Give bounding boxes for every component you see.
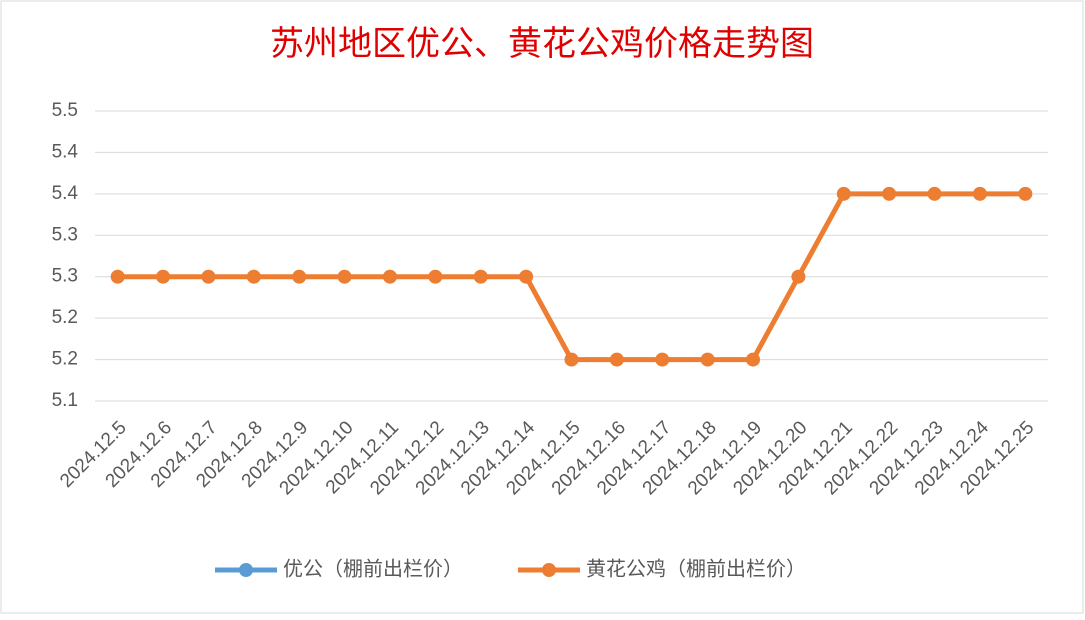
data-point bbox=[700, 352, 715, 367]
y-tick-label: 5.2 bbox=[52, 307, 78, 328]
data-point bbox=[564, 352, 579, 367]
y-tick-label: 5.3 bbox=[52, 266, 78, 287]
y-tick-label: 5.4 bbox=[52, 183, 79, 204]
data-point bbox=[382, 269, 397, 284]
data-point bbox=[201, 269, 216, 284]
data-point bbox=[473, 269, 488, 284]
data-point bbox=[156, 269, 171, 284]
y-tick-label: 5.3 bbox=[52, 224, 78, 245]
legend-marker bbox=[239, 563, 253, 577]
data-point bbox=[110, 269, 125, 284]
y-tick-label: 5.5 bbox=[52, 100, 78, 121]
data-point bbox=[791, 269, 806, 284]
y-tick-label: 5.1 bbox=[52, 390, 78, 411]
y-tick-label: 5.4 bbox=[52, 141, 79, 162]
data-point bbox=[428, 269, 443, 284]
legend-label: 优公（棚前出栏价） bbox=[283, 557, 463, 580]
chart-title: 苏州地区优公、黄花公鸡价格走势图 bbox=[270, 24, 814, 64]
data-point bbox=[746, 352, 761, 367]
legend-label: 黄花公鸡（棚前出栏价） bbox=[586, 557, 806, 580]
data-point bbox=[519, 269, 534, 284]
data-point bbox=[1018, 186, 1033, 201]
data-point bbox=[337, 269, 352, 284]
y-tick-label: 5.2 bbox=[52, 349, 78, 370]
data-point bbox=[972, 186, 987, 201]
data-point bbox=[292, 269, 307, 284]
data-point bbox=[246, 269, 261, 284]
legend-marker bbox=[542, 563, 556, 577]
data-point bbox=[655, 352, 670, 367]
data-point bbox=[927, 186, 942, 201]
data-point bbox=[836, 186, 851, 201]
data-point bbox=[609, 352, 624, 367]
data-point bbox=[882, 186, 897, 201]
